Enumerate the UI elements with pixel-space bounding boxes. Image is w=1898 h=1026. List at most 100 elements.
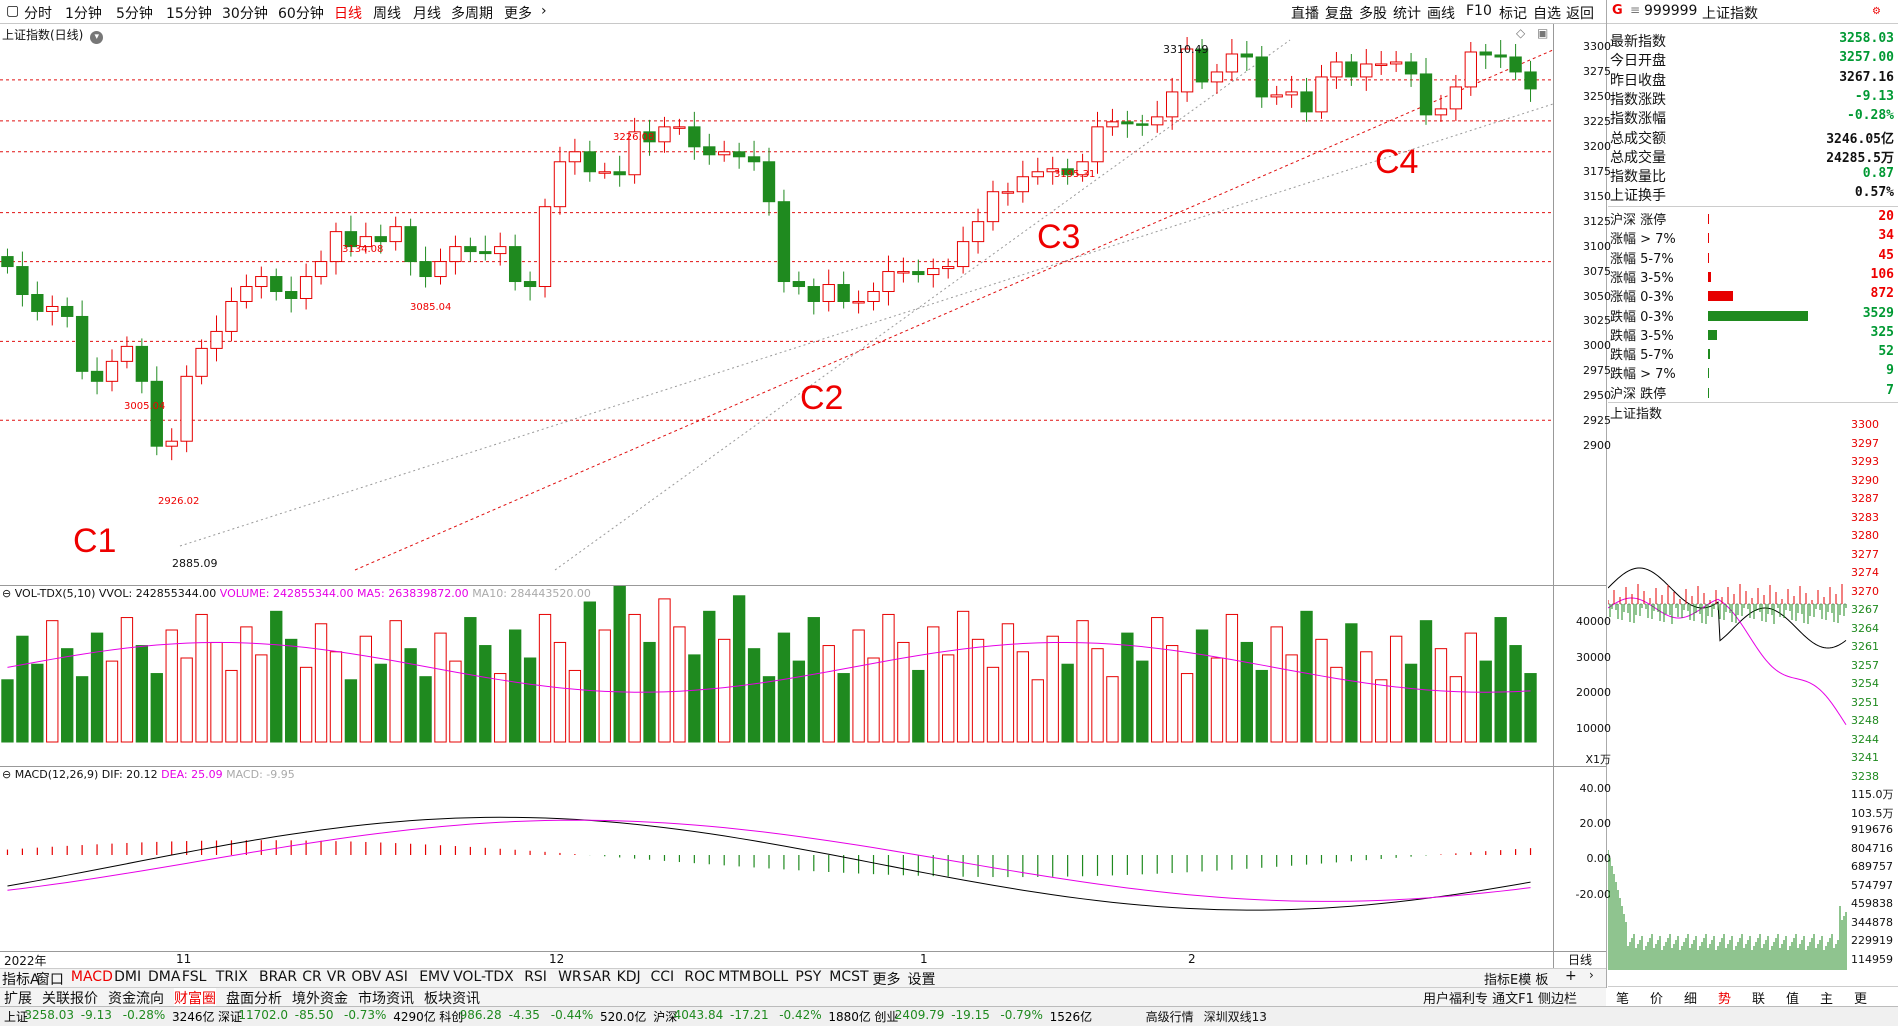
indicator-tab[interactable]: KDJ [616,969,641,985]
list-icon[interactable]: ≡ [1630,3,1641,17]
breadth-value: 20 [1878,209,1894,224]
indicator-tab[interactable]: OBV [351,969,382,985]
panel-icon-tab[interactable]: 势 [1718,992,1732,1007]
period-tab-daily[interactable]: 日线 [334,6,362,22]
status-item: 2409.79 [894,1008,945,1022]
indicator-tab[interactable]: ROC [684,969,715,985]
bottom-tab[interactable]: 资金流向 [108,991,164,1007]
panel-icon-tab[interactable]: 笔 [1616,992,1630,1007]
period-tab-15min[interactable]: 15分钟 [166,6,212,22]
panel-icon-tab[interactable]: 主 [1820,992,1834,1007]
diamond-icon[interactable]: ◇ [1516,26,1526,40]
indicator-tab[interactable]: DMA [148,969,181,985]
tool-live[interactable]: 直播 [1291,6,1319,22]
indicator-template-tab[interactable]: 指标E模 板 [1484,973,1549,988]
bottom-tab[interactable]: 财富圈 [174,988,216,1008]
tool-draw[interactable]: 画线 [1427,6,1455,22]
intraday-chart[interactable] [1608,418,1848,978]
status-item: -0.73% [344,1008,387,1022]
bottom-tab[interactable]: 扩展 [4,991,32,1007]
gear-icon[interactable]: ⚙ [1872,6,1881,17]
panel-icon-tab[interactable]: 细 [1684,992,1698,1007]
indicator-tab[interactable]: SAR [582,969,612,985]
tool-mark[interactable]: 标记 [1499,6,1527,22]
plus-icon[interactable]: + [1565,968,1577,984]
volume-bar [1016,651,1030,743]
indicator-tab[interactable]: MTM [718,969,752,985]
bottom-tab[interactable]: 盘面分析 [226,991,282,1007]
period-tab-fenshi[interactable]: 分时 [24,6,52,22]
status-extra[interactable]: 高级行情 [1145,1010,1194,1024]
period-tab-5min[interactable]: 5分钟 [116,6,153,22]
indicator-tab[interactable]: ASI [385,969,408,985]
candle-body [792,281,806,288]
period-tab-more[interactable]: 更多 [504,6,532,22]
candle-body [1285,91,1298,96]
indicator-tab[interactable]: CCI [650,969,675,985]
vol-title-icon[interactable]: ⊖ [2,587,12,600]
status-extra[interactable]: 深圳双线13 [1203,1010,1267,1024]
tool-multistock[interactable]: 多股 [1359,6,1387,22]
indicator-tab[interactable]: DMI [114,969,142,985]
bottom-tab[interactable]: 境外资金 [292,991,348,1007]
period-tab-weekly[interactable]: 周线 [373,6,401,22]
tool-replay[interactable]: 复盘 [1325,6,1353,22]
price-tick: 3225 [1583,114,1611,128]
indicator-tab[interactable]: BRAR [259,969,298,985]
window-toggle-icon[interactable]: ▣ [1537,26,1549,40]
indicator-tab[interactable]: RSI [524,969,547,985]
tool-watchlist[interactable]: 自选 [1533,6,1561,22]
bottom-tab[interactable]: 市场资讯 [358,991,414,1007]
indicator-tab[interactable]: FSL [181,969,207,985]
date-axis-period[interactable]: 日线 [1568,953,1593,967]
panel-icon-tab[interactable]: 更 [1854,992,1868,1007]
volume-bar [538,613,552,743]
kline-chart[interactable] [0,24,1553,951]
period-tab-multi[interactable]: 多周期 [451,6,493,22]
bottom-tab[interactable]: 板块资讯 [424,991,480,1007]
indicator-tab[interactable]: BOLL [752,969,789,985]
vol-title[interactable]: VOL-TDX(5,10) [14,587,96,600]
indicator-tab[interactable]: 更多 [872,972,901,988]
period-tab-monthly[interactable]: 月线 [413,6,441,22]
market-tab-welfare[interactable]: 用户福利专 [1423,992,1489,1007]
macd-title-icon[interactable]: ⊖ [2,768,12,781]
chevron-down-icon[interactable]: ▾ [90,31,104,44]
indicator-tab[interactable]: 窗口 [35,972,64,988]
macd-title[interactable]: MACD(12,26,9) [14,768,99,781]
indicator-tab[interactable]: VR [326,969,347,985]
arrow-icon[interactable]: › [1589,968,1594,982]
bottom-tab[interactable]: 关联报价 [42,991,98,1007]
panel-icon-tab[interactable]: 联 [1752,992,1766,1007]
panel-icon-tab[interactable]: 值 [1786,992,1800,1007]
tool-back[interactable]: 返回 [1566,6,1594,22]
tool-f10[interactable]: F10 [1466,3,1492,19]
indicator-tab[interactable]: MACD [70,969,113,985]
chart-title[interactable]: 上证指数(日线) ▾ [2,26,104,44]
toolbar-menu-icon[interactable]: ▢ [6,3,20,19]
indicator-tab[interactable]: CR [302,969,322,985]
volume-bar [807,617,820,743]
chevron-right-icon[interactable]: › [541,3,547,19]
status-item: -17.21 [730,1008,769,1022]
indicator-tab[interactable]: WR [558,969,582,985]
period-tab-30min[interactable]: 30分钟 [222,6,268,22]
indicator-tab[interactable]: TRIX [215,969,248,985]
indicator-tab[interactable]: 设置 [907,972,936,988]
indicator-tab[interactable]: 指标A [2,972,40,988]
indicator-tab[interactable]: VOL-TDX [453,969,514,985]
market-tab-f1[interactable]: 通文F1 [1492,992,1534,1007]
volume-bar [494,673,507,743]
intraday-price-tick: 3277 [1851,547,1879,561]
indicator-tab[interactable]: EMV [419,969,450,985]
market-tab-sidebar[interactable]: 侧边栏 [1538,992,1578,1007]
tool-stats[interactable]: 统计 [1393,6,1421,22]
candle-body [150,380,163,447]
indicator-tab[interactable]: PSY [795,969,822,985]
annotation-high: 3310.49 [1163,43,1209,56]
period-tab-60min[interactable]: 60分钟 [278,6,324,22]
period-tab-1min[interactable]: 1分钟 [65,6,102,22]
candle-body [568,151,582,163]
indicator-tab[interactable]: MCST [829,969,869,985]
panel-icon-tab[interactable]: 价 [1650,992,1664,1007]
